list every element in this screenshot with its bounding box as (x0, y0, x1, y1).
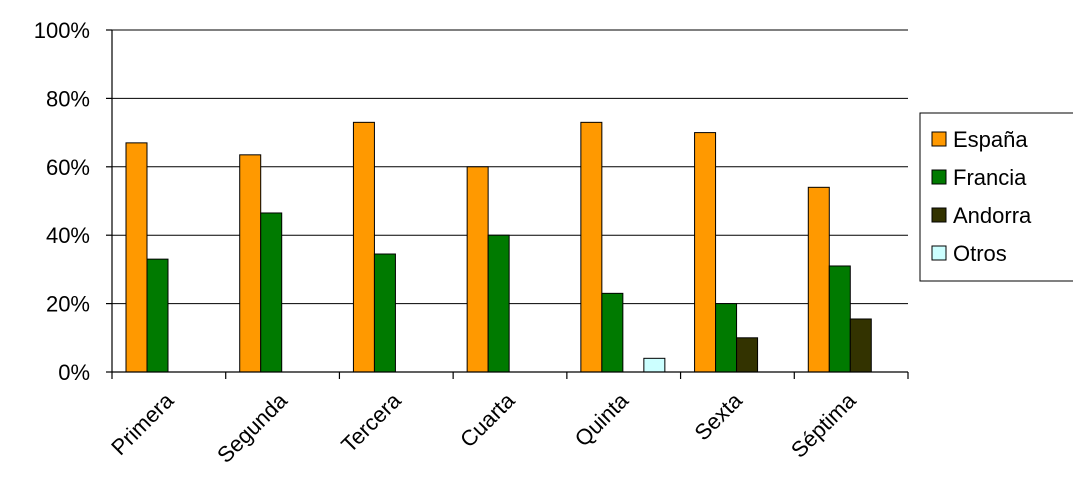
bar-andorra-séptima (849, 318, 872, 373)
axes (106, 29, 909, 379)
y-tick-label: 80% (46, 86, 90, 111)
x-tick-label: Cuarta (455, 387, 520, 452)
bar-francia-tercera (373, 253, 396, 373)
bar-españa-segunda (239, 154, 262, 373)
bar-españa-primera (125, 142, 148, 373)
gridlines (112, 29, 908, 305)
bar-andorra-sexta (736, 337, 759, 373)
legend-label: Otros (953, 241, 1007, 266)
y-tick-label: 0% (58, 360, 90, 385)
y-tick-label: 20% (46, 292, 90, 317)
bar-francia-quinta (601, 292, 624, 373)
x-tick-label: Quinta (570, 387, 634, 451)
legend: España Francia Andorra Otros (919, 112, 1073, 282)
y-tick-label: 100% (34, 18, 90, 43)
legend-label: Andorra (953, 203, 1032, 228)
bars (125, 121, 872, 373)
bar-otros-quinta (643, 357, 666, 373)
bar-francia-sexta (715, 303, 738, 373)
bar-españa-quinta (580, 121, 603, 373)
bar-francia-cuarta (487, 234, 510, 373)
y-tick-label: 60% (46, 155, 90, 180)
legend-swatch (931, 245, 947, 261)
x-tick-labels: Primera Segunda Tercera Cuarta Quinta Sexta Sé… (106, 387, 861, 468)
bar-españa-sexta (694, 132, 717, 373)
bar-españa-séptima (807, 186, 830, 373)
legend-swatch (931, 169, 947, 185)
legend-swatch (931, 207, 947, 223)
x-tick-label: Séptima (786, 387, 861, 462)
bar-españa-tercera (352, 121, 375, 373)
legend-label: España (953, 127, 1028, 152)
x-tick-label: Segunda (212, 387, 293, 468)
bar-francia-segunda (260, 212, 283, 373)
x-tick-label: Sexta (690, 387, 748, 445)
legend-label: Francia (953, 165, 1027, 190)
legend-swatch (931, 131, 947, 147)
bar-españa-cuarta (466, 166, 489, 373)
x-tick-label: Primera (106, 387, 179, 460)
y-tick-labels: 0% 20% 40% 60% 80% 100% (34, 18, 90, 385)
y-tick-label: 40% (46, 223, 90, 248)
bar-francia-primera (146, 258, 169, 373)
bar-francia-séptima (828, 265, 851, 373)
x-tick-label: Tercera (336, 387, 406, 457)
